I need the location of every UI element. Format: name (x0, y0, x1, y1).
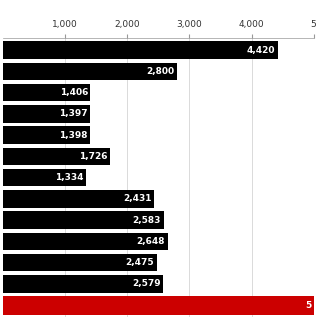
Text: 2,475: 2,475 (126, 258, 154, 267)
Bar (3, 41, 277, 59)
Text: 1,726: 1,726 (79, 152, 108, 161)
Text: 5: 5 (305, 300, 311, 310)
Text: 2,579: 2,579 (132, 279, 161, 288)
Text: 2,583: 2,583 (133, 216, 161, 225)
Bar (3, 212, 164, 229)
Text: 1,397: 1,397 (59, 109, 87, 118)
Bar (3, 233, 168, 250)
Text: 4,420: 4,420 (247, 45, 275, 55)
Text: 1,398: 1,398 (59, 131, 87, 140)
Bar (3, 126, 90, 144)
Bar (3, 254, 157, 271)
Text: 1,334: 1,334 (55, 173, 84, 182)
Text: 2,800: 2,800 (147, 67, 174, 76)
Bar (3, 63, 177, 80)
Bar (3, 105, 90, 123)
Bar (3, 169, 86, 186)
Text: 2,431: 2,431 (123, 194, 152, 203)
Bar (3, 275, 163, 292)
Bar (3, 148, 110, 165)
Bar (3, 84, 91, 101)
Bar (3, 296, 314, 315)
Text: 2,648: 2,648 (137, 237, 165, 246)
Bar (3, 190, 154, 208)
Text: 1,406: 1,406 (60, 88, 88, 97)
